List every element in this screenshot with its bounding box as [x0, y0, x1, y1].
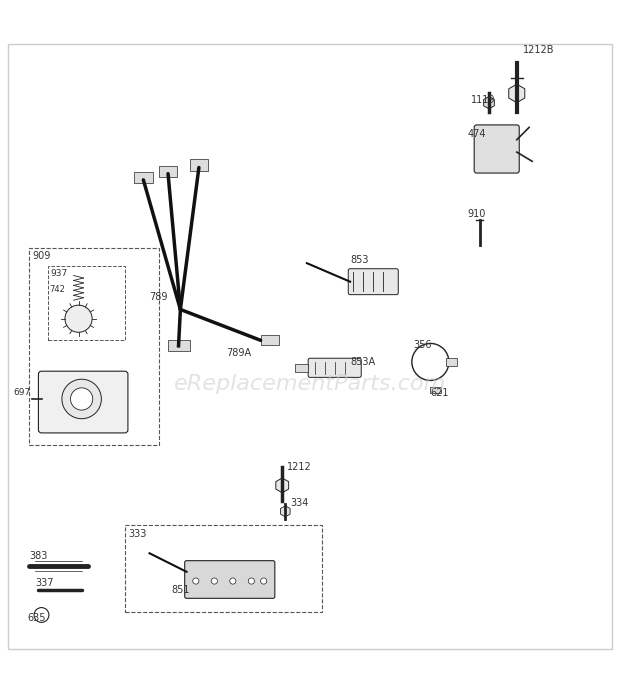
Text: 635: 635 — [27, 613, 46, 623]
Bar — [168, 340, 190, 351]
FancyBboxPatch shape — [474, 125, 519, 173]
Text: 337: 337 — [35, 578, 54, 588]
Text: 853: 853 — [350, 255, 369, 265]
Circle shape — [193, 578, 199, 584]
Circle shape — [65, 305, 92, 333]
Bar — [48, 266, 125, 340]
Text: 1119: 1119 — [471, 95, 495, 105]
Text: 333: 333 — [128, 529, 146, 538]
Text: 383: 383 — [29, 552, 48, 561]
Text: 1212B: 1212B — [523, 45, 554, 55]
Text: 334: 334 — [290, 498, 309, 508]
Text: 789: 789 — [149, 292, 168, 302]
Text: 742: 742 — [49, 285, 64, 294]
Bar — [260, 335, 279, 345]
Circle shape — [248, 578, 254, 584]
Bar — [159, 166, 177, 177]
Text: 851: 851 — [171, 586, 190, 595]
Text: eReplacementParts.com: eReplacementParts.com — [174, 374, 446, 394]
FancyBboxPatch shape — [38, 371, 128, 433]
Bar — [190, 159, 208, 170]
Circle shape — [62, 379, 102, 419]
Text: 789A: 789A — [227, 348, 252, 358]
Circle shape — [71, 388, 93, 410]
Text: 909: 909 — [32, 251, 51, 261]
Bar — [446, 358, 457, 366]
Bar — [29, 247, 159, 446]
Circle shape — [211, 578, 218, 584]
Text: 621: 621 — [430, 388, 449, 398]
FancyBboxPatch shape — [185, 561, 275, 598]
Circle shape — [260, 578, 267, 584]
FancyBboxPatch shape — [348, 269, 398, 295]
Text: 937: 937 — [51, 270, 68, 279]
Text: 474: 474 — [467, 129, 486, 139]
Bar — [134, 172, 153, 183]
Text: 910: 910 — [467, 209, 485, 219]
Text: 697: 697 — [14, 388, 31, 397]
Bar — [125, 525, 322, 612]
Bar — [294, 364, 308, 372]
Text: 1212: 1212 — [286, 462, 311, 472]
Bar — [430, 387, 441, 393]
Circle shape — [230, 578, 236, 584]
Text: 853A: 853A — [350, 357, 375, 367]
FancyBboxPatch shape — [308, 358, 361, 378]
Text: 356: 356 — [414, 340, 432, 350]
